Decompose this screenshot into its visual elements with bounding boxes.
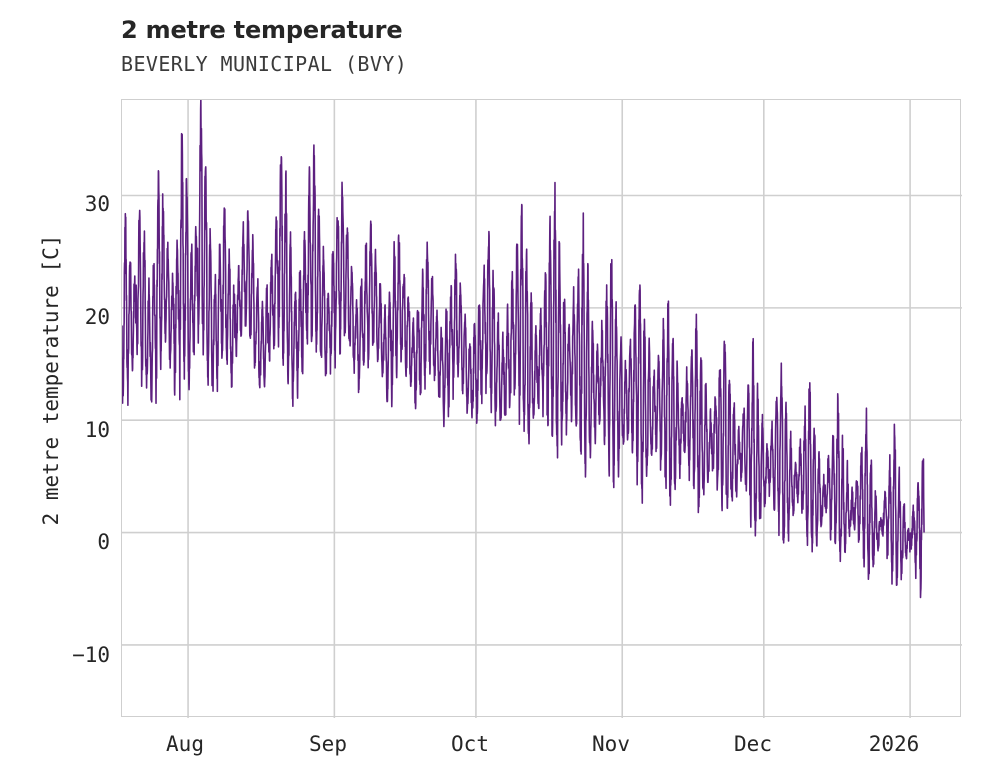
x-tick-2026: 2026 — [868, 732, 920, 756]
y-tick-0: 0 — [97, 530, 110, 554]
x-tick-aug: Aug — [166, 732, 204, 756]
x-tick-sep: Sep — [309, 732, 347, 756]
x-tick-dec: Dec — [734, 732, 772, 756]
y-axis-ticks: 30 20 10 0 −10 — [0, 0, 110, 782]
page-title: 2 metre temperature — [121, 16, 403, 44]
grid-lines — [122, 100, 962, 718]
y-tick-neg10: −10 — [72, 643, 110, 667]
temperature-timeseries-plot — [122, 100, 962, 718]
y-tick-20: 20 — [84, 305, 110, 329]
y-tick-30: 30 — [84, 192, 110, 216]
chart-subtitle: BEVERLY MUNICIPAL (BVY) — [121, 52, 408, 76]
x-tick-oct: Oct — [451, 732, 489, 756]
x-tick-nov: Nov — [592, 732, 630, 756]
plot-area — [121, 99, 962, 718]
temperature-line — [122, 100, 925, 599]
y-tick-10: 10 — [84, 418, 110, 442]
